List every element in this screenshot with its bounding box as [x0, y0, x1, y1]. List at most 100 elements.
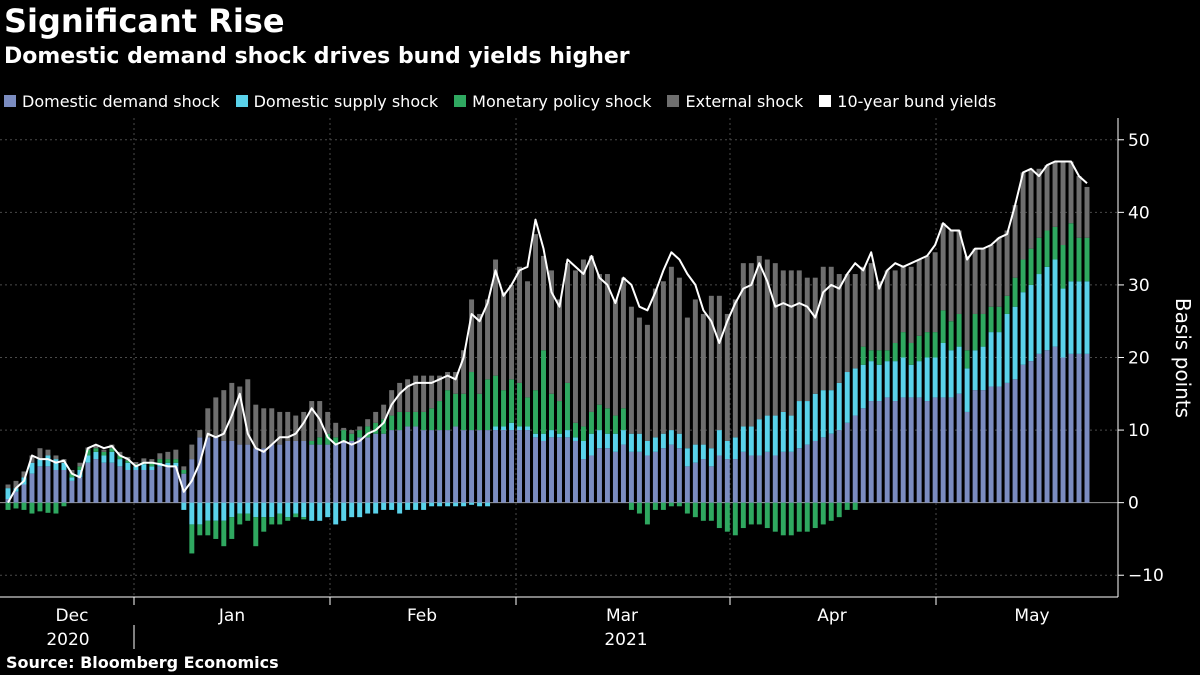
bar-monetary-policy [61, 502, 67, 507]
bar-domestic-demand [61, 469, 67, 503]
bar-monetary-policy [1044, 230, 1050, 267]
bar-external [1012, 205, 1018, 278]
bar-domestic-demand [724, 459, 730, 503]
bar-domestic-demand [876, 401, 882, 503]
legend-swatch-external [667, 95, 680, 107]
bar-external [900, 266, 906, 333]
y-tick-label: 50 [1128, 131, 1150, 151]
bar-domestic-demand [173, 466, 179, 503]
bar-monetary-policy [325, 433, 331, 445]
bar-domestic-supply [29, 462, 35, 474]
bar-domestic-supply [692, 444, 698, 463]
bar-external [628, 306, 634, 434]
bar-domestic-demand [325, 444, 331, 503]
bar-monetary-policy [1052, 226, 1058, 260]
bar-domestic-supply [269, 502, 275, 518]
bar-domestic-supply [804, 401, 810, 445]
bar-domestic-demand [421, 430, 427, 503]
bar-domestic-supply [565, 430, 570, 438]
bar-external [764, 259, 770, 416]
bar-domestic-demand [748, 455, 754, 503]
bar-domestic-demand [740, 451, 746, 503]
bar-domestic-demand [333, 444, 339, 503]
bar-external [421, 375, 427, 412]
bar-domestic-demand [565, 437, 570, 503]
bar-external [692, 299, 698, 445]
bar-external [389, 390, 395, 416]
bar-monetary-policy [437, 401, 443, 431]
bar-domestic-demand [517, 430, 523, 503]
bar-domestic-demand [1076, 353, 1082, 503]
bar-external [756, 255, 762, 420]
bar-domestic-supply [221, 502, 227, 521]
bar-monetary-policy [940, 310, 946, 343]
bar-external [724, 313, 730, 441]
x-tick-label: Apr [817, 606, 846, 626]
bar-monetary-policy [844, 502, 850, 510]
bar-external [437, 375, 443, 402]
bar-monetary-policy [157, 459, 163, 463]
bar-monetary-policy [972, 313, 978, 351]
bar-domestic-demand [636, 451, 642, 503]
bar-external [509, 284, 515, 380]
bar-domestic-demand [660, 448, 666, 503]
bar-domestic-demand [588, 455, 594, 503]
bar-domestic-supply [317, 502, 323, 521]
bar-monetary-policy [373, 422, 379, 434]
bar-monetary-policy [772, 502, 778, 532]
bar-domestic-supply [93, 451, 99, 460]
bar-domestic-supply [724, 440, 730, 460]
bar-monetary-policy [253, 517, 259, 547]
bar-monetary-policy [820, 502, 826, 525]
bar-domestic-demand [461, 430, 467, 503]
bar-domestic-supply [61, 462, 67, 470]
bar-monetary-policy [732, 502, 738, 536]
bar-external [988, 245, 994, 307]
bar-monetary-policy [213, 520, 219, 539]
bar-domestic-demand [628, 451, 634, 503]
bar-monetary-policy [125, 460, 131, 463]
bar-monetary-policy [485, 379, 491, 431]
bar-monetary-policy [349, 433, 355, 441]
bar-domestic-demand [1004, 382, 1010, 503]
bar-domestic-demand [21, 484, 27, 503]
bar-monetary-policy [165, 459, 171, 463]
bar-monetary-policy [245, 513, 251, 521]
bar-monetary-policy [700, 502, 706, 521]
bar-external [205, 408, 211, 438]
bar-external [525, 281, 530, 398]
bar-monetary-policy [748, 502, 754, 525]
bar-domestic-supply [125, 462, 131, 470]
bar-domestic-supply [940, 342, 946, 398]
bar-domestic-supply [868, 361, 874, 402]
bar-domestic-supply [716, 430, 722, 456]
bar-monetary-policy [293, 513, 299, 518]
bar-domestic-supply [485, 502, 491, 507]
bar-external [221, 390, 227, 441]
bar-external [293, 415, 299, 441]
bar-monetary-policy [652, 502, 658, 510]
bar-domestic-supply [533, 433, 538, 438]
bar-monetary-policy [13, 502, 19, 509]
bar-domestic-supply [588, 433, 594, 456]
bar-domestic-supply [469, 502, 475, 505]
bar-domestic-supply [852, 368, 858, 416]
bar-monetary-policy [189, 524, 195, 554]
bar-domestic-demand [261, 448, 267, 503]
bar-domestic-demand [612, 451, 618, 503]
bar-domestic-demand [572, 440, 578, 503]
bar-monetary-policy [549, 393, 554, 431]
bar-monetary-policy [5, 502, 11, 510]
bar-domestic-demand [1044, 350, 1050, 503]
bar-domestic-supply [557, 433, 562, 438]
bar-domestic-demand [277, 444, 283, 503]
bar-domestic-supply [373, 502, 379, 514]
bar-monetary-policy [868, 350, 874, 362]
bar-domestic-supply [1012, 306, 1018, 380]
bar-domestic-demand [1052, 346, 1058, 503]
bar-monetary-policy [453, 393, 459, 427]
bar-domestic-supply [908, 364, 914, 398]
bar-external [844, 274, 850, 373]
bar-domestic-supply [493, 426, 499, 431]
bar-layer [5, 161, 1090, 554]
